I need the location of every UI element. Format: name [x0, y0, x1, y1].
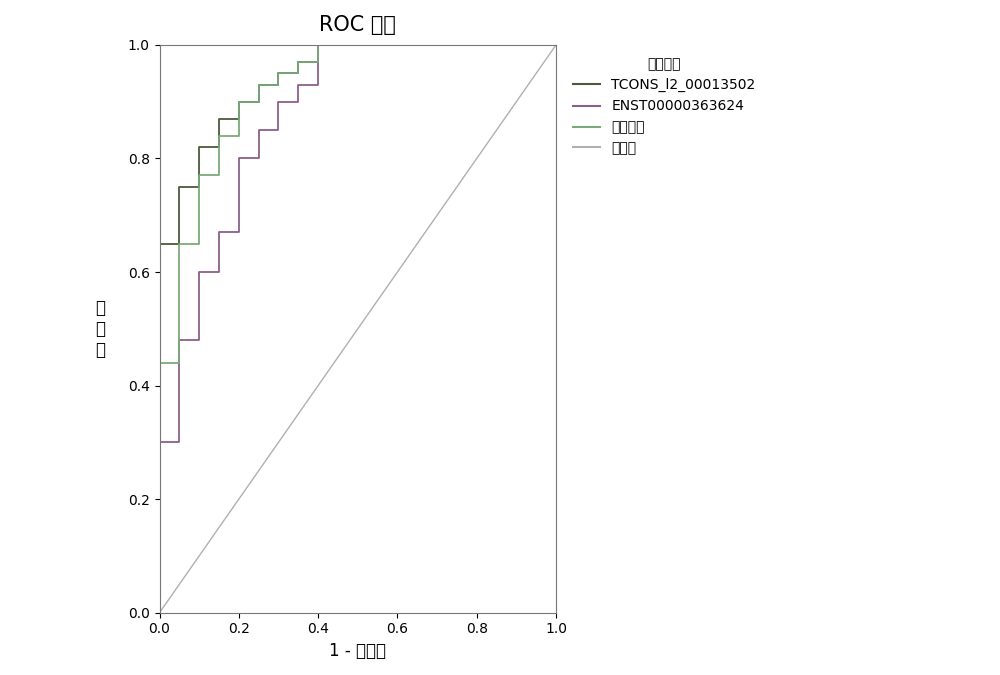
Title: ROC 曲线: ROC 曲线	[319, 15, 396, 35]
Y-axis label: 敏
感
度: 敏 感 度	[95, 299, 105, 358]
X-axis label: 1 - 特异性: 1 - 特异性	[329, 642, 386, 660]
Legend: TCONS_l2_00013502, ENST00000363624, 联合诊断, 参考线: TCONS_l2_00013502, ENST00000363624, 联合诊断…	[567, 52, 761, 161]
